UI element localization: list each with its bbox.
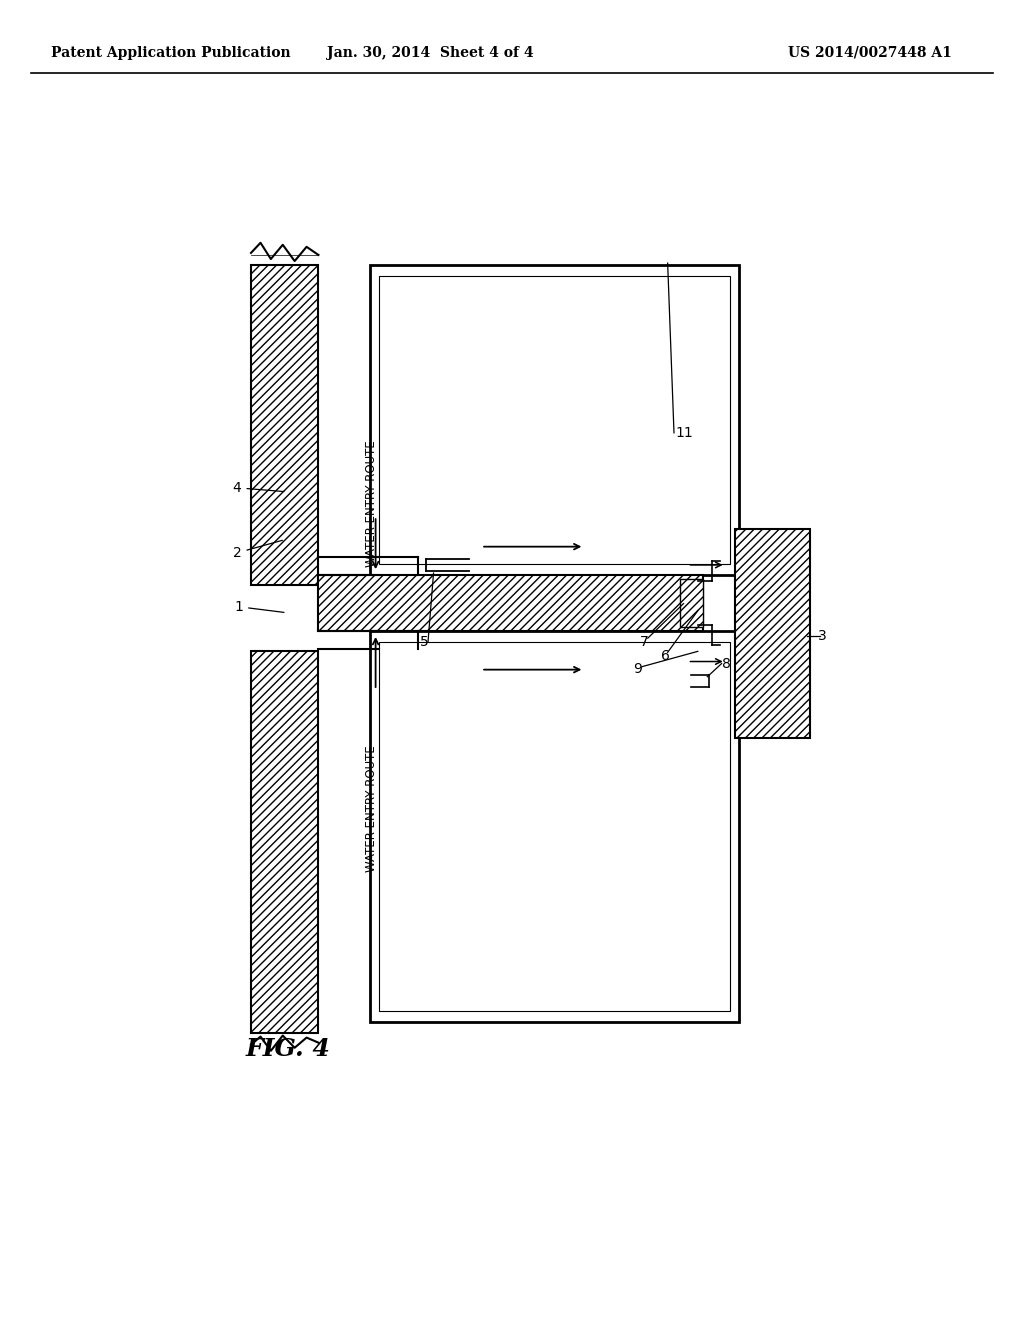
Text: 7: 7: [640, 635, 648, 649]
Text: Patent Application Publication: Patent Application Publication: [51, 46, 291, 59]
Text: WATER ENTRY ROUTE: WATER ENTRY ROUTE: [366, 441, 378, 568]
Polygon shape: [379, 276, 730, 564]
Polygon shape: [379, 643, 730, 1011]
Text: 9: 9: [633, 661, 642, 676]
Text: Jan. 30, 2014  Sheet 4 of 4: Jan. 30, 2014 Sheet 4 of 4: [327, 46, 534, 59]
Polygon shape: [318, 576, 703, 631]
Text: US 2014/0027448 A1: US 2014/0027448 A1: [788, 46, 952, 59]
Polygon shape: [251, 651, 318, 1032]
Text: WATER ENTRY ROUTE: WATER ENTRY ROUTE: [366, 746, 378, 873]
Text: 2: 2: [232, 540, 283, 560]
Text: FIG. 4: FIG. 4: [246, 1038, 331, 1061]
Text: 4: 4: [232, 480, 284, 495]
Text: 6: 6: [662, 649, 670, 664]
Text: 8: 8: [722, 656, 730, 671]
Polygon shape: [251, 265, 318, 585]
Text: 3: 3: [818, 630, 827, 643]
Polygon shape: [680, 579, 703, 627]
Polygon shape: [735, 529, 811, 738]
Text: 1: 1: [234, 599, 284, 614]
Polygon shape: [370, 631, 739, 1022]
Polygon shape: [370, 265, 739, 576]
Text: 11: 11: [676, 426, 693, 440]
Text: 5: 5: [420, 635, 429, 649]
